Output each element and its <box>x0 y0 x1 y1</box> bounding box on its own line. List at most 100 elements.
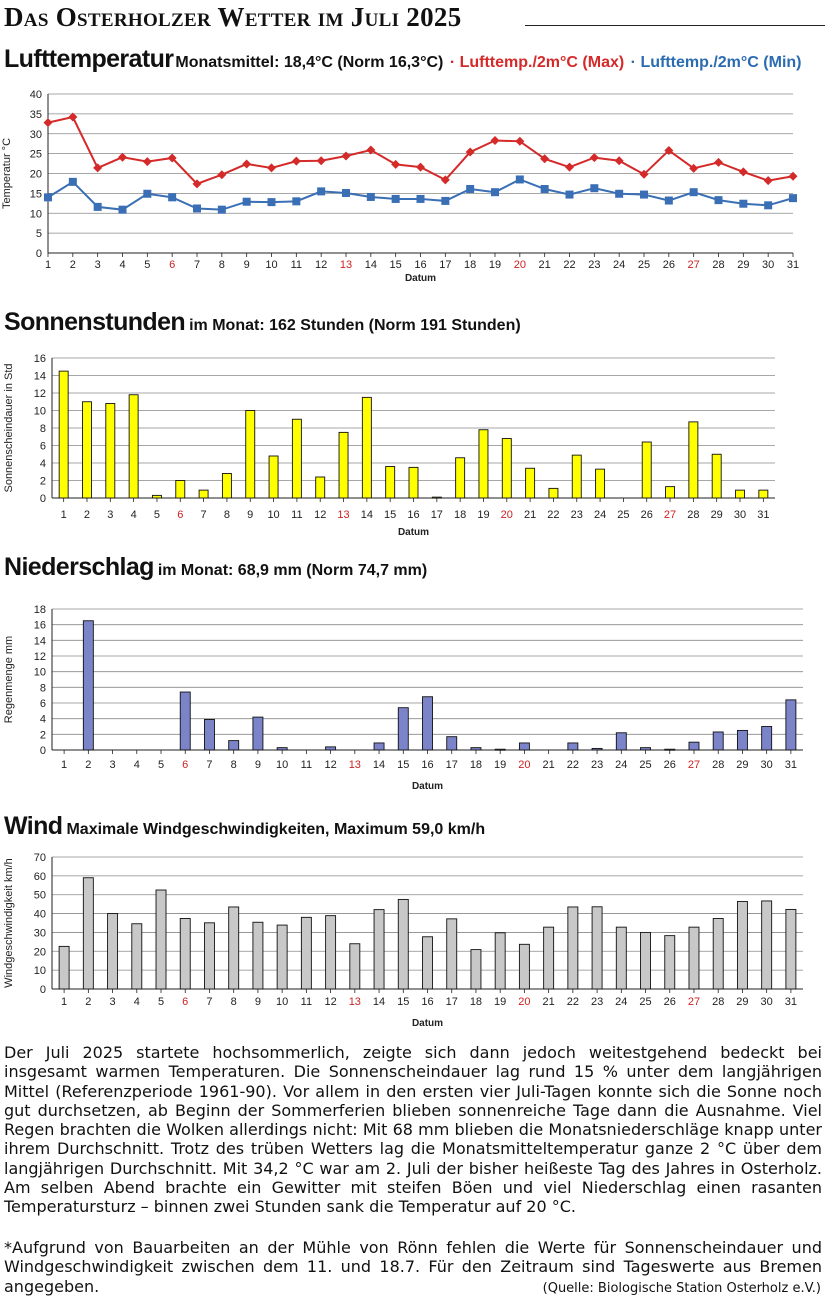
bar <box>446 736 458 751</box>
min-temp-point <box>565 190 574 199</box>
max-temp-point <box>341 151 351 161</box>
bar <box>268 455 279 499</box>
x-tick-label: 29 <box>711 509 723 521</box>
x-tick-label: 29 <box>736 759 748 771</box>
x-tick-label: 30 <box>761 759 773 771</box>
bar <box>82 877 94 990</box>
min-temp-point <box>689 188 698 197</box>
min-temp-point <box>416 194 425 203</box>
x-tick-label: 23 <box>591 759 603 771</box>
legend-min: · Lufttemp./2m°C (Min) <box>630 54 802 71</box>
bar <box>252 921 264 990</box>
x-tick-label: 22 <box>567 759 579 771</box>
bar <box>58 945 70 990</box>
y-tick-label: 16 <box>34 353 46 365</box>
x-tick-label: 8 <box>224 509 230 521</box>
x-tick-label: 1 <box>61 996 67 1008</box>
x-tick-label: 22 <box>547 509 559 521</box>
min-temp-point <box>93 202 102 211</box>
x-tick-label: 29 <box>736 996 748 1008</box>
x-tick-label: 5 <box>154 509 160 521</box>
x-tick-label: 1 <box>45 259 51 271</box>
max-temp-point <box>192 179 202 189</box>
x-tick-label: 7 <box>201 509 207 521</box>
y-tick-label: 5 <box>36 228 42 240</box>
bar <box>478 429 489 499</box>
x-tick-label: 15 <box>397 759 409 771</box>
bar <box>494 932 506 990</box>
x-tick-label: 5 <box>158 996 164 1008</box>
y-tick-label: 0 <box>36 248 42 260</box>
max-temp-point <box>217 170 227 180</box>
min-temp-point <box>118 205 127 214</box>
bar <box>373 909 385 990</box>
y-tick-label: 15 <box>30 188 42 200</box>
x-tick-label: 16 <box>421 996 433 1008</box>
bar <box>664 935 676 990</box>
x-tick-label: 7 <box>206 996 212 1008</box>
x-tick-label: 6 <box>182 996 188 1008</box>
x-tick-label: 24 <box>613 259 625 271</box>
y-tick-label: 20 <box>34 946 46 958</box>
min-temp-point <box>714 196 723 205</box>
max-temp-point <box>43 118 53 128</box>
max-temp-point <box>416 162 425 172</box>
x-tick-label: 15 <box>384 509 396 521</box>
bar <box>761 726 773 751</box>
x-tick-label: 30 <box>762 259 774 271</box>
x-tick-label: 25 <box>617 509 629 521</box>
y-tick-label: 8 <box>40 423 46 435</box>
x-tick-label: 29 <box>737 259 749 271</box>
y-tick-label: 8 <box>40 682 46 694</box>
y-tick-label: 2 <box>40 476 46 488</box>
temp-heading: Lufttemperatur Monatsmittel: 18,4°C (Norm… <box>4 45 802 74</box>
bar <box>518 742 530 751</box>
x-tick-label: 19 <box>494 996 506 1008</box>
min-temp-point <box>615 189 624 198</box>
x-tick-label: 9 <box>255 759 261 771</box>
rain-subtitle: im Monat: 68,9 mm (Norm 74,7 mm) <box>157 562 428 579</box>
x-tick-label: 18 <box>470 996 482 1008</box>
x-tick-label: 26 <box>664 759 676 771</box>
x-axis-title: Datum <box>398 527 429 538</box>
min-temp-line <box>47 178 794 211</box>
y-tick-label: 12 <box>34 651 46 663</box>
x-tick-label: 4 <box>131 509 137 521</box>
bar <box>664 748 676 751</box>
x-tick-label: 31 <box>785 996 797 1008</box>
x-tick-label: 14 <box>373 996 385 1008</box>
bar <box>373 742 385 751</box>
y-axis-title: Windgeschwindigkeit km/h <box>3 858 15 988</box>
y-tick-label: 70 <box>34 852 46 864</box>
x-tick-label: 22 <box>567 996 579 1008</box>
x-tick-label: 13 <box>337 509 349 521</box>
bar <box>300 916 312 990</box>
wind-title: Wind <box>4 812 63 840</box>
max-temp-point <box>515 136 525 146</box>
bar <box>567 742 579 751</box>
x-tick-label: 26 <box>641 509 653 521</box>
max-temp-point <box>242 159 252 169</box>
y-tick-label: 12 <box>34 388 46 400</box>
min-temp-point <box>217 205 226 214</box>
x-tick-label: 12 <box>314 509 326 521</box>
rain-title: Niederschlag <box>4 553 154 581</box>
y-tick-label: 18 <box>34 604 46 616</box>
y-tick-label: 10 <box>34 667 46 679</box>
y-tick-label: 0 <box>40 984 46 996</box>
x-tick-label: 19 <box>489 259 501 271</box>
min-temp-point <box>292 197 301 206</box>
wind-subtitle: Maximale Windgeschwindigkeiten, Maximum … <box>66 821 486 838</box>
x-tick-label: 13 <box>340 259 352 271</box>
max-temp-point <box>366 145 376 155</box>
max-temp-point <box>440 175 450 185</box>
x-tick-label: 5 <box>158 759 164 771</box>
sun-heading: Sonnenstunden im Monat: 162 Stunden (Norm… <box>4 308 521 337</box>
sun-subtitle: im Monat: 162 Stunden (Norm 191 Stunden) <box>189 317 521 334</box>
min-temp-point <box>193 204 201 213</box>
x-tick-label: 4 <box>134 759 140 771</box>
y-tick-label: 16 <box>34 620 46 632</box>
x-tick-label: 21 <box>524 509 536 521</box>
x-axis-title: Datum <box>412 781 443 792</box>
